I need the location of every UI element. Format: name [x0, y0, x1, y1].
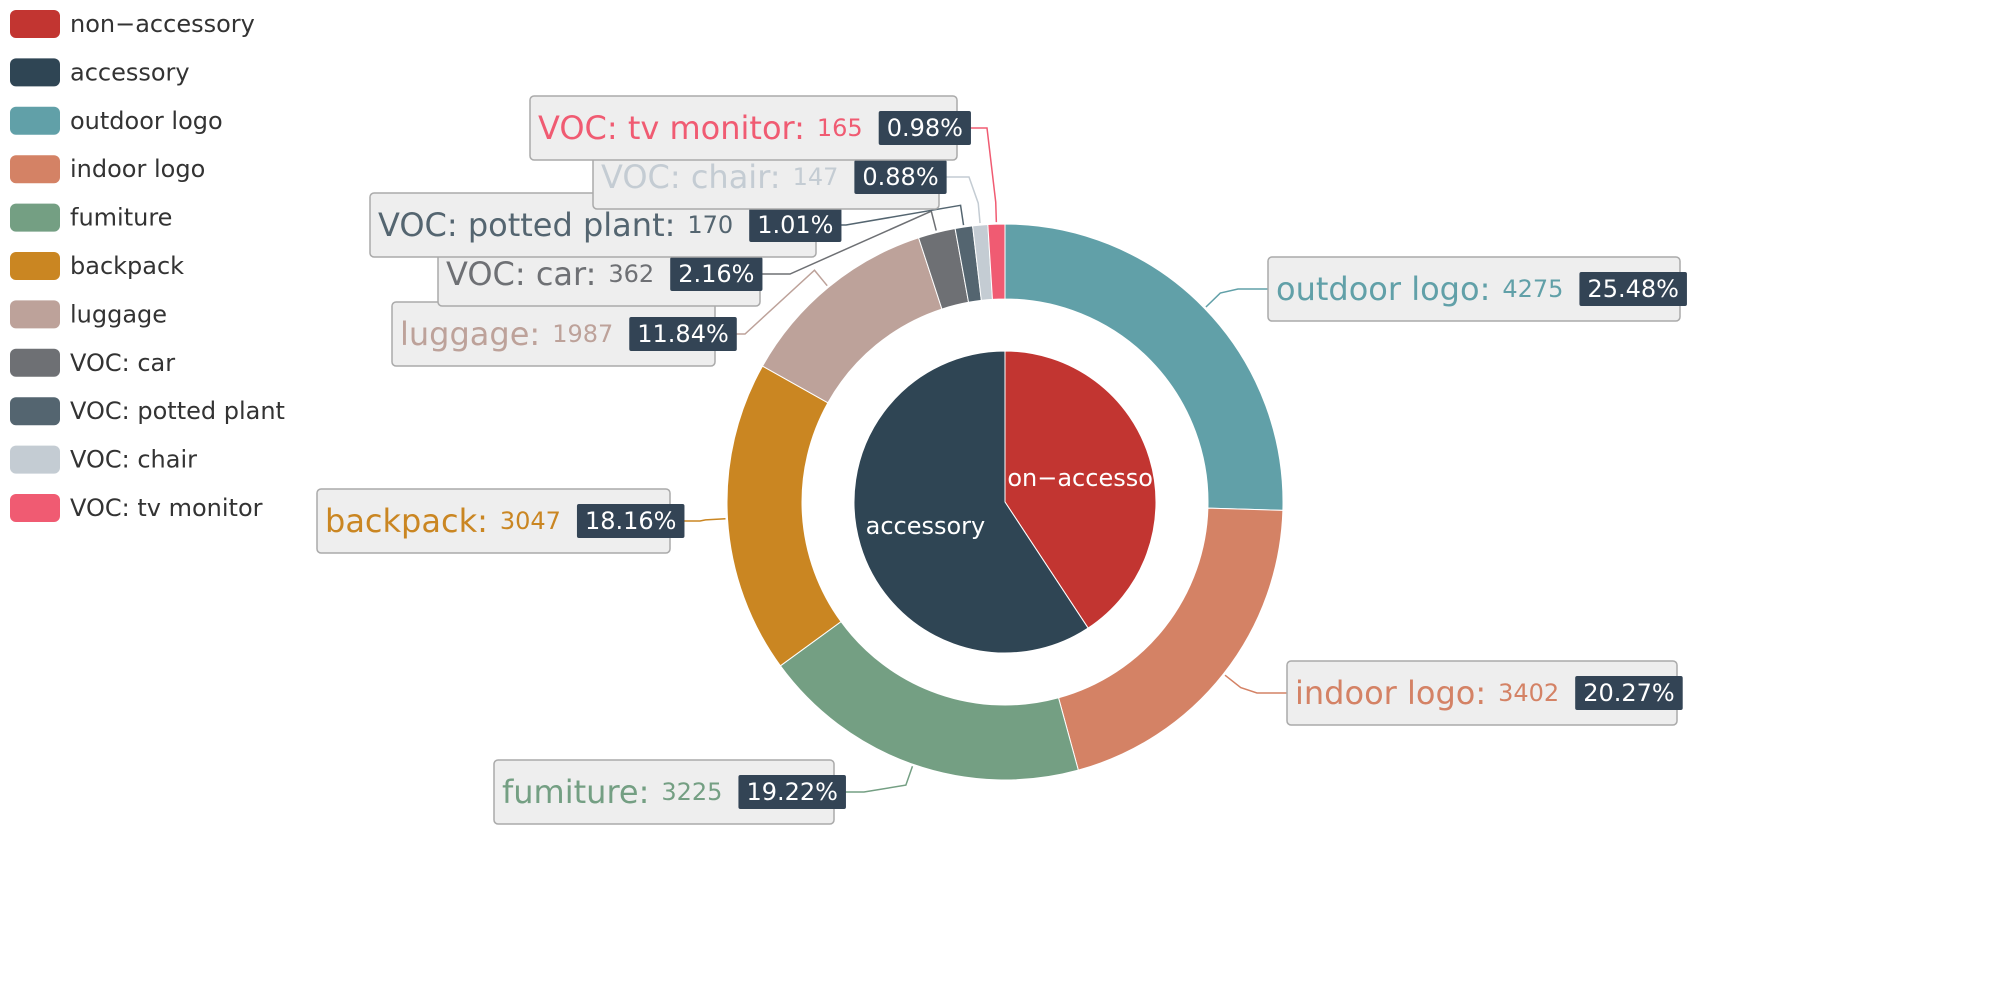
legend-label: VOC: chair	[70, 446, 197, 474]
percent-badge	[878, 111, 971, 145]
legend-label: accessory	[70, 58, 190, 86]
label-value: 3225	[661, 778, 722, 806]
inner-label-non-accessory: non−accessory	[992, 464, 1177, 492]
callout-backpack: backpack: 3047 18.16%	[316, 488, 726, 554]
inner-label-accessory: accessory	[866, 512, 986, 540]
leader-line	[760, 210, 937, 275]
legend-swatch	[10, 106, 60, 135]
percent-badge	[670, 257, 763, 291]
label-value: 362	[608, 260, 654, 288]
label-value: 165	[817, 114, 863, 142]
legend-item-voc-car[interactable]: VOC: car	[10, 348, 175, 377]
label-name: fumiture:	[502, 773, 649, 811]
label-name: VOC: car:	[446, 255, 596, 293]
callout-fumiture: fumiture: 3225 19.22%	[493, 759, 914, 825]
legend-swatch	[10, 155, 60, 184]
percent-badge	[749, 208, 842, 242]
legend-swatch	[10, 445, 60, 474]
callout-voc-car: VOC: car: 362 2.16%	[437, 210, 937, 307]
label-percent: 2.16%	[678, 260, 754, 288]
label-name: backpack:	[325, 502, 488, 540]
label-percent: 1.01%	[757, 211, 833, 239]
percent-badge	[1579, 272, 1687, 306]
legend-item-voc-chair[interactable]: VOC: chair	[10, 445, 197, 474]
label-percent: 11.84%	[637, 320, 729, 348]
label-percent: 0.88%	[862, 163, 938, 191]
legend-item-luggage[interactable]: luggage	[10, 300, 167, 329]
label-percent: 20.27%	[1583, 679, 1675, 707]
label-percent: 19.22%	[746, 778, 838, 806]
label-name: VOC: tv monitor:	[538, 109, 805, 147]
label-name: VOC: chair:	[601, 158, 781, 196]
outer-ring	[726, 223, 1284, 781]
label-percent: 18.16%	[585, 507, 677, 535]
legend-item-indoor-logo[interactable]: indoor logo	[10, 155, 205, 184]
label-percent: 25.48%	[1587, 275, 1679, 303]
legend-label: VOC: potted plant	[70, 397, 285, 425]
label-value: 1987	[552, 320, 613, 348]
callout-voc-chair: VOC: chair: 147 0.88%	[592, 144, 981, 224]
leader-line	[670, 517, 726, 522]
legend-label: outdoor logo	[70, 107, 223, 135]
legend-swatch	[10, 203, 60, 232]
legend-swatch	[10, 252, 60, 280]
label-value: 3402	[1498, 679, 1559, 707]
legend-label: VOC: car	[70, 349, 175, 377]
callout-outdoor-logo: outdoor logo: 4275 25.48%	[1205, 256, 1687, 322]
leader-line	[834, 766, 914, 793]
legend-swatch	[10, 300, 60, 329]
callout-voc-tv-monitor: VOC: tv monitor: 165 0.98%	[529, 95, 998, 223]
percent-badge	[629, 317, 737, 351]
inner-slice-accessory[interactable]	[853, 350, 1089, 654]
legend-label: backpack	[70, 252, 184, 280]
label-name: luggage:	[400, 315, 540, 353]
legend: non−accessory accessory outdoor logo indoor…	[10, 10, 285, 522]
outer-slice-backpack[interactable]	[726, 365, 842, 667]
label-value: 3047	[500, 507, 561, 535]
leader-line	[1224, 674, 1287, 694]
legend-swatch	[10, 10, 60, 38]
legend-item-backpack[interactable]: backpack	[10, 252, 184, 280]
legend-label: fumiture	[70, 204, 172, 232]
label-name: indoor logo:	[1295, 674, 1486, 712]
legend-item-accessory[interactable]: accessory	[10, 58, 190, 87]
outer-slice-voc-tv-monitor[interactable]	[987, 223, 1006, 300]
legend-swatch	[10, 397, 60, 426]
legend-item-outdoor-logo[interactable]: outdoor logo	[10, 106, 223, 135]
legend-item-fumiture[interactable]: fumiture	[10, 203, 172, 232]
percent-badge	[576, 504, 685, 538]
leader-line	[957, 127, 998, 223]
legend-swatch	[10, 58, 60, 87]
label-name: outdoor logo:	[1276, 270, 1490, 308]
legend-swatch	[10, 494, 60, 522]
callout-labels: outdoor logo: 4275 25.48% indoor logo: 3402 2…	[316, 95, 1687, 825]
label-value: 147	[793, 163, 839, 191]
label-value: 4275	[1502, 275, 1563, 303]
label-value: 170	[687, 211, 733, 239]
outer-slice-luggage[interactable]	[761, 237, 943, 404]
callout-luggage: luggage: 1987 11.84%	[391, 269, 828, 367]
legend-label: VOC: tv monitor	[70, 494, 263, 522]
legend-label: indoor logo	[70, 155, 205, 183]
legend-label: non−accessory	[70, 10, 255, 38]
leader-line	[939, 176, 981, 224]
legend-label: luggage	[70, 300, 167, 328]
label-percent: 0.98%	[887, 114, 963, 142]
legend-swatch	[10, 348, 60, 377]
legend-item-voc-tv-monitor[interactable]: VOC: tv monitor	[10, 494, 263, 522]
percent-badge	[854, 160, 947, 194]
percent-badge	[738, 775, 846, 809]
callout-indoor-logo: indoor logo: 3402 20.27%	[1224, 660, 1683, 726]
legend-item-non-accessory[interactable]: non−accessory	[10, 10, 255, 38]
leader-line	[1205, 288, 1268, 308]
legend-item-voc-potted-plant[interactable]: VOC: potted plant	[10, 397, 285, 426]
percent-badge	[1575, 676, 1683, 710]
label-name: VOC: potted plant:	[378, 206, 675, 244]
outer-slice-outdoor-logo[interactable]	[1004, 223, 1284, 511]
